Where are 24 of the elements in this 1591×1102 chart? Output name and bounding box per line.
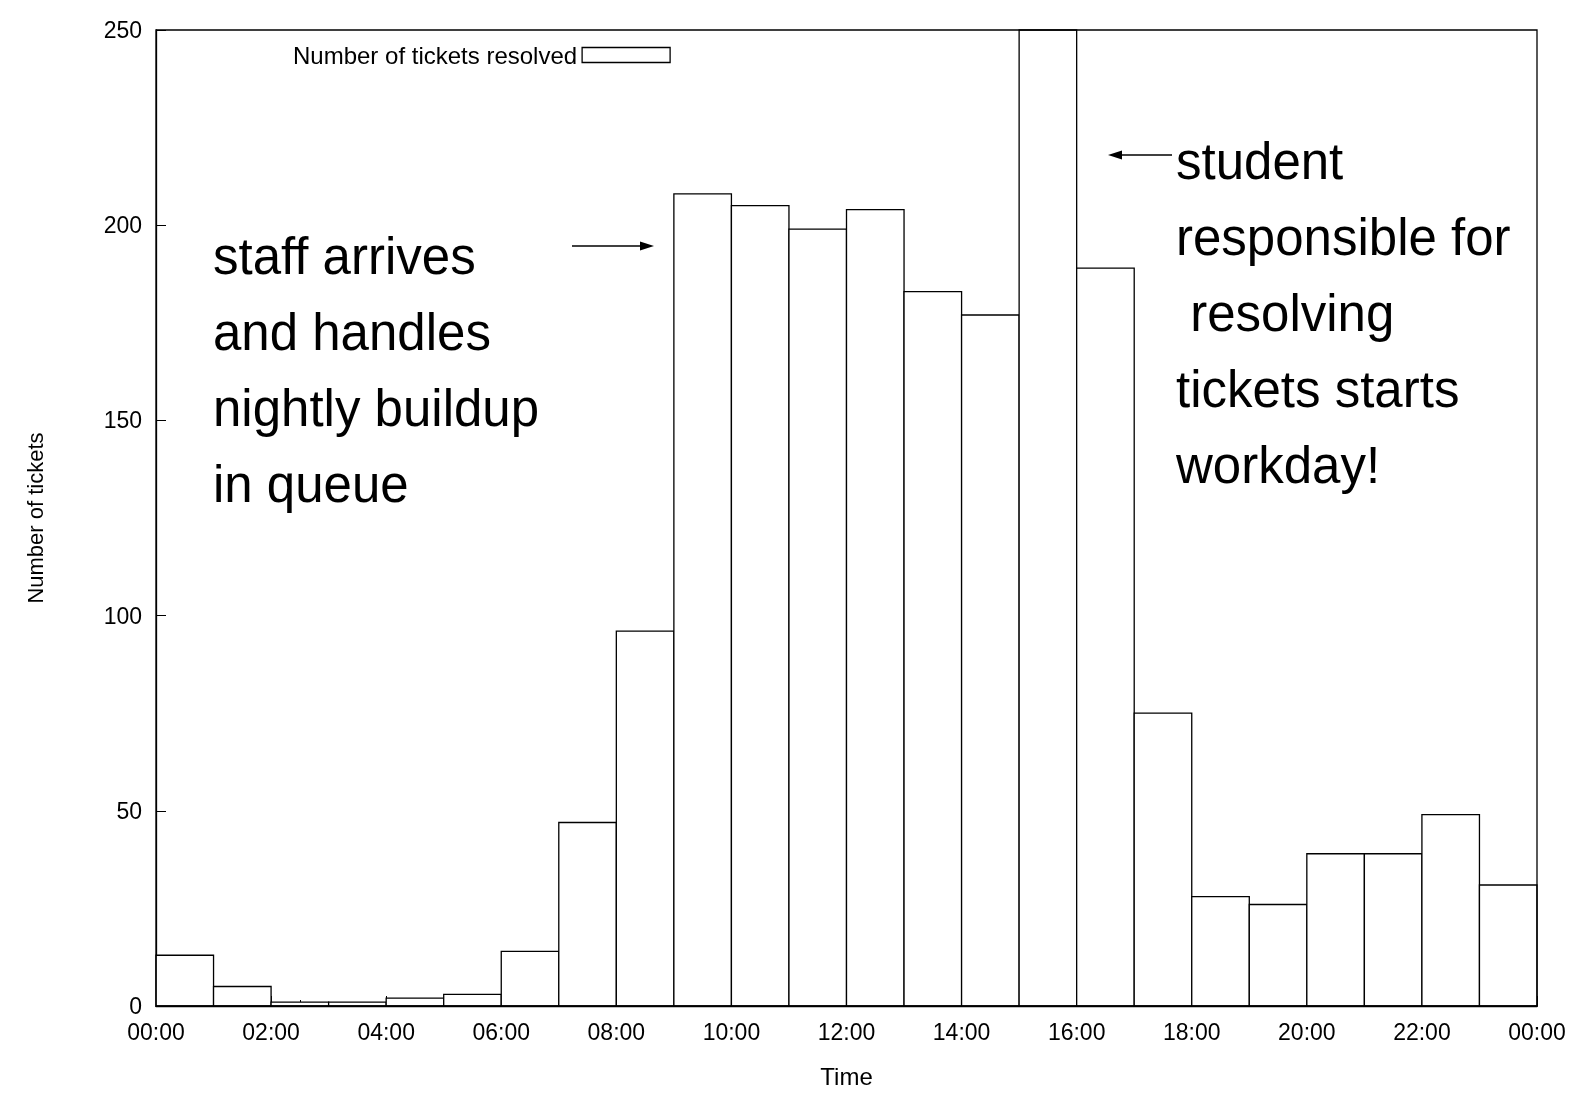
- x-tick-label: 20:00: [1278, 1018, 1336, 1045]
- x-tick-label: 04:00: [357, 1018, 415, 1045]
- x-tick-label: 12:00: [817, 1018, 876, 1045]
- x-tick-label: 22:00: [1393, 1018, 1451, 1045]
- x-tick-label: 06:00: [472, 1018, 531, 1045]
- x-tick-label: 00:00: [1508, 1018, 1566, 1045]
- y-tick-label: 200: [103, 212, 142, 239]
- y-tick-label: 150: [103, 407, 142, 434]
- x-tick-label: 10:00: [702, 1018, 761, 1045]
- x-tick-label: 16:00: [1047, 1018, 1106, 1045]
- x-axis-title: Time: [820, 1062, 873, 1090]
- x-tick-label: 18:00: [1162, 1018, 1221, 1045]
- legend-label: Number of tickets resolved: [293, 41, 578, 69]
- x-tick-label: 02:00: [242, 1018, 300, 1045]
- annotation: staff arrives and handles nightly buildup in queue: [213, 227, 554, 513]
- x-tick-label: 14:00: [932, 1018, 991, 1045]
- x-tick-label: 00:00: [127, 1018, 185, 1045]
- annotation: student responsible for resolving tickets starts workday!: [1175, 132, 1511, 494]
- x-tick-label: 08:00: [587, 1018, 646, 1045]
- y-tick-label: 100: [103, 602, 142, 629]
- y-tick-label: 0: [129, 993, 142, 1019]
- y-tick-label: 250: [103, 17, 142, 43]
- y-axis-title: Number of tickets: [22, 432, 48, 604]
- y-tick-label: 50: [116, 797, 142, 824]
